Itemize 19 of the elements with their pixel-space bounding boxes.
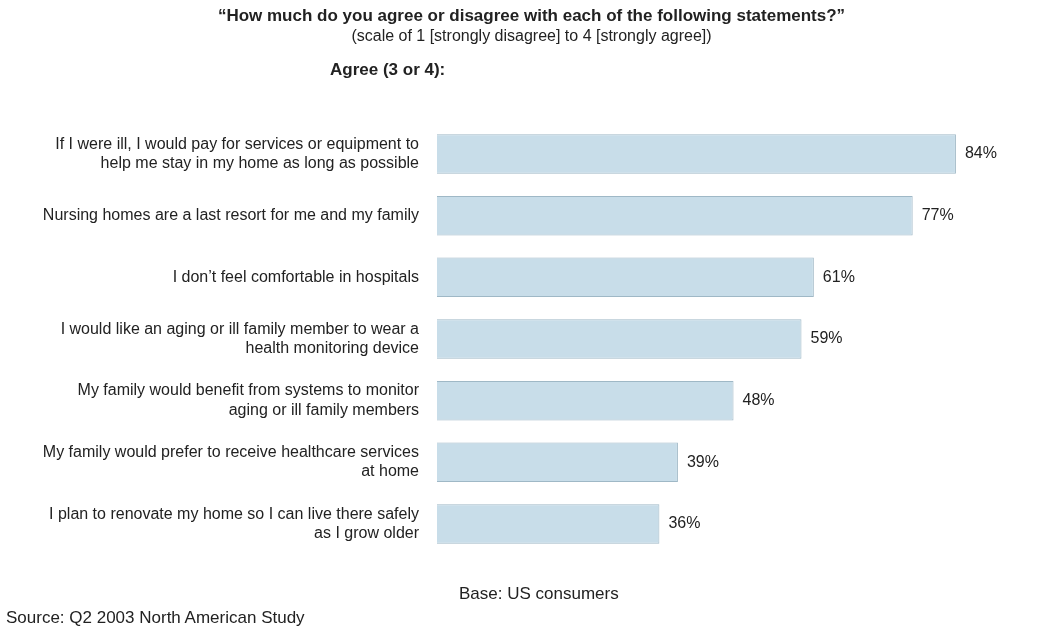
source-note: Source: Q2 2003 North American Study: [6, 608, 305, 628]
data-label: 36%: [668, 514, 701, 532]
data-label: 48%: [742, 391, 775, 409]
data-label: 39%: [686, 452, 719, 470]
chart-title: “How much do you agree or disagree with each of the following statements?”: [216, 6, 847, 26]
text: Base: US consumers: [459, 584, 619, 604]
y-tick-label: Nursing homes are a last resort for me and my family: [42, 206, 419, 224]
data-label: 59%: [810, 329, 843, 347]
y-tick-label: I don’t feel comfortable in hospitals: [172, 267, 419, 285]
y-tick-label: If I were ill, I would pay for services or equipment to help me stay in my home as long as possible: [55, 134, 420, 172]
y-tick-label: My family would prefer to receive healthcare services at home: [42, 443, 420, 480]
y-tick-label: My family would benefit from systems to monitor aging or ill family members: [77, 381, 420, 418]
data-label: 84%: [964, 144, 997, 162]
y-tick-label: I plan to renovate my home so I can live there safely as I grow older: [49, 504, 420, 541]
data-label: 61%: [822, 267, 855, 285]
text: Agree (3 or 4):: [330, 60, 446, 80]
data-label: 77%: [921, 206, 954, 224]
chart-subtitle: (scale of 1 [strongly disagree] to 4 [strongly agree]): [350, 27, 713, 45]
y-tick-label: I would like an aging or ill family member to wear a health monitoring device: [60, 319, 420, 357]
